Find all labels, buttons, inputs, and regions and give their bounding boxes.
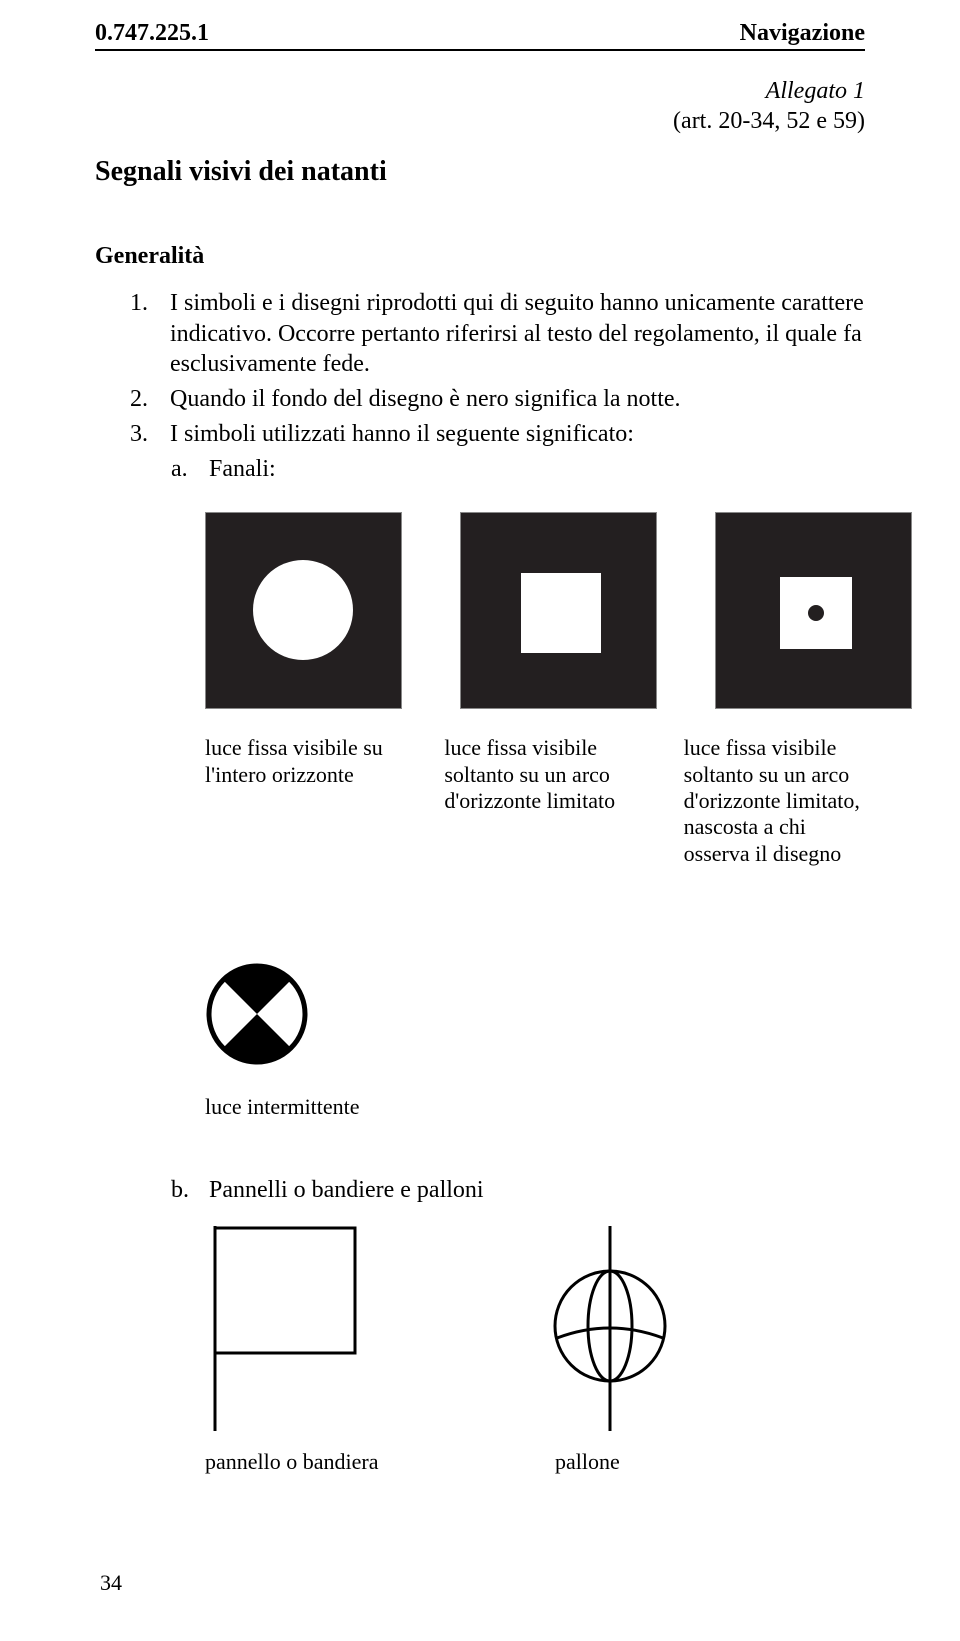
ball-caption: pallone <box>555 1449 620 1475</box>
square-dot-icon <box>716 513 911 708</box>
list-item: 3. I simboli utilizzati hanno il seguent… <box>130 419 865 450</box>
list-item: 2. Quando il fondo del disegno è nero si… <box>130 384 865 415</box>
square-icon <box>461 513 656 708</box>
list-text: I simboli utilizzati hanno il seguente s… <box>170 419 865 450</box>
annex-title: Allegato 1 <box>95 76 865 106</box>
sublist-item: b. Pannelli o bandiere e palloni <box>171 1175 865 1206</box>
section-name: Navigazione <box>740 20 865 47</box>
annex-ref: (art. 20-34, 52 e 59) <box>95 106 865 136</box>
caption: luce fissa visibile soltanto su un arco … <box>684 735 865 867</box>
flags-row <box>205 1226 865 1431</box>
list-item: 1. I simboli e i disegni riprodotti qui … <box>130 288 865 380</box>
fanali-row <box>205 512 865 709</box>
page-title: Segnali visivi dei natanti <box>95 156 865 188</box>
sublist: b. Pannelli o bandiere e palloni <box>95 1175 865 1206</box>
sublist-text: Fanali: <box>209 454 865 485</box>
caption: luce fissa visibile su l'intero orizzont… <box>205 735 386 867</box>
intermittent-block: luce intermittente <box>205 962 865 1120</box>
flag-caption: pannello o bandiera <box>205 1449 405 1475</box>
page-number: 34 <box>95 1570 865 1596</box>
sublist-text: Pannelli o bandiere e palloni <box>209 1175 865 1206</box>
doc-number: 0.747.225.1 <box>95 20 209 47</box>
list-number: 3. <box>130 419 170 450</box>
header-rule <box>95 49 865 51</box>
page-header: 0.747.225.1 Navigazione <box>95 20 865 47</box>
caption: luce fissa visibile soltanto su un arco … <box>444 735 625 867</box>
annex-block: Allegato 1 (art. 20-34, 52 e 59) <box>95 76 865 136</box>
list-text: I simboli e i disegni riprodotti qui di … <box>170 288 865 380</box>
fanale-circle <box>205 512 402 709</box>
numbered-list: 1. I simboli e i disegni riprodotti qui … <box>95 288 865 450</box>
fanale-square-dot <box>715 512 912 709</box>
list-number: 2. <box>130 384 170 415</box>
flag-icon <box>205 1226 360 1431</box>
flags-captions: pannello o bandiera pallone <box>205 1449 865 1475</box>
list-text: Quando il fondo del disegno è nero signi… <box>170 384 865 415</box>
intermittent-icon <box>205 962 310 1067</box>
sublist-letter: b. <box>171 1175 209 1206</box>
list-number: 1. <box>130 288 170 380</box>
ball-icon <box>545 1226 675 1431</box>
intermittent-caption: luce intermittente <box>205 1094 865 1120</box>
circle-icon <box>206 513 401 708</box>
sublist-item: a. Fanali: <box>171 454 865 485</box>
fanali-captions: luce fissa visibile su l'intero orizzont… <box>205 735 865 867</box>
sublist-letter: a. <box>171 454 209 485</box>
section-heading: Generalità <box>95 243 865 270</box>
fanale-square <box>460 512 657 709</box>
sublist: a. Fanali: <box>95 454 865 485</box>
